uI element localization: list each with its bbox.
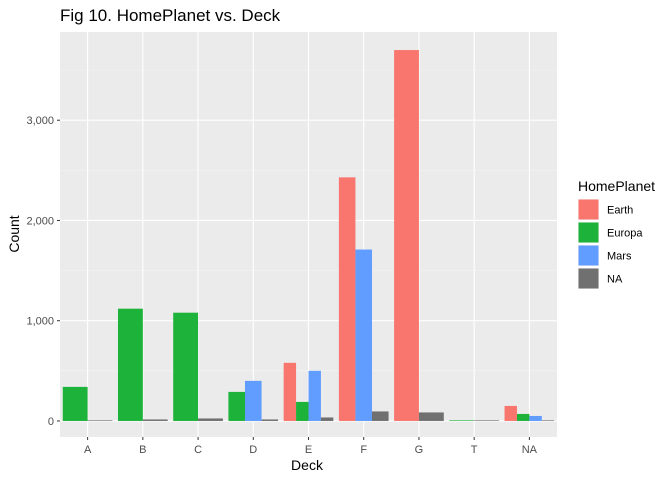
bar-europa-b: [117, 308, 143, 421]
bar-europa-e: [296, 401, 309, 421]
bar-na-f: [372, 411, 389, 421]
bar-mars-d: [244, 380, 262, 421]
x-tick-label: A: [84, 444, 92, 456]
bar-na-na: [541, 420, 555, 421]
legend: HomePlanet Earth Europa Mars NA: [578, 178, 655, 289]
x-axis-title: Deck: [291, 457, 324, 473]
legend-label: NA: [607, 274, 623, 286]
bar-earth-e: [283, 362, 297, 421]
chart-title: Fig 10. HomePlanet vs. Deck: [60, 6, 281, 25]
bar-earth-f: [338, 177, 356, 421]
bar-na-a: [87, 420, 113, 421]
bar-mars-e: [308, 370, 321, 421]
bar-na-e: [320, 417, 334, 421]
x-tick-label: G: [415, 444, 424, 456]
bar-earth-na: [504, 405, 517, 421]
bar-na-d: [261, 419, 279, 421]
bar-na-t: [474, 420, 500, 421]
legend-label: Mars: [607, 251, 632, 263]
x-tick-label: NA: [522, 444, 538, 456]
x-tick-label: D: [249, 444, 257, 456]
bar-europa-na: [516, 413, 530, 421]
y-axis-ticks: 0 1,000 2,000 3,000: [26, 115, 60, 428]
bar-mars-f: [355, 249, 373, 421]
y-tick-label: 3,000: [26, 115, 54, 127]
legend-swatch-na: [578, 268, 599, 289]
x-axis-ticks: A B C D E F G T NA: [84, 437, 538, 456]
bars-group: [62, 50, 555, 421]
x-tick-label: B: [139, 444, 146, 456]
legend-swatch-mars: [578, 245, 599, 266]
legend-swatch-europa: [578, 222, 599, 243]
y-axis-title: Count: [6, 215, 22, 252]
bar-europa-t: [449, 420, 475, 421]
x-tick-label: F: [360, 444, 367, 456]
bar-europa-c: [173, 312, 199, 421]
x-tick-label: C: [194, 444, 202, 456]
y-tick-label: 0: [48, 416, 54, 428]
x-tick-label: E: [305, 444, 312, 456]
bar-na-c: [198, 418, 223, 421]
bar-na-g: [418, 412, 444, 421]
y-tick-label: 2,000: [26, 215, 54, 227]
bar-europa-a: [62, 386, 88, 421]
legend-label: Europa: [607, 228, 643, 240]
x-tick-label: T: [471, 444, 478, 456]
legend-label: Earth: [607, 205, 633, 217]
legend-title: HomePlanet: [578, 178, 655, 194]
bar-mars-na: [529, 415, 542, 421]
legend-swatch-earth: [578, 199, 599, 220]
y-tick-label: 1,000: [26, 316, 54, 328]
bar-europa-d: [228, 391, 245, 421]
bar-earth-g: [394, 50, 419, 421]
bar-na-b: [142, 419, 168, 421]
